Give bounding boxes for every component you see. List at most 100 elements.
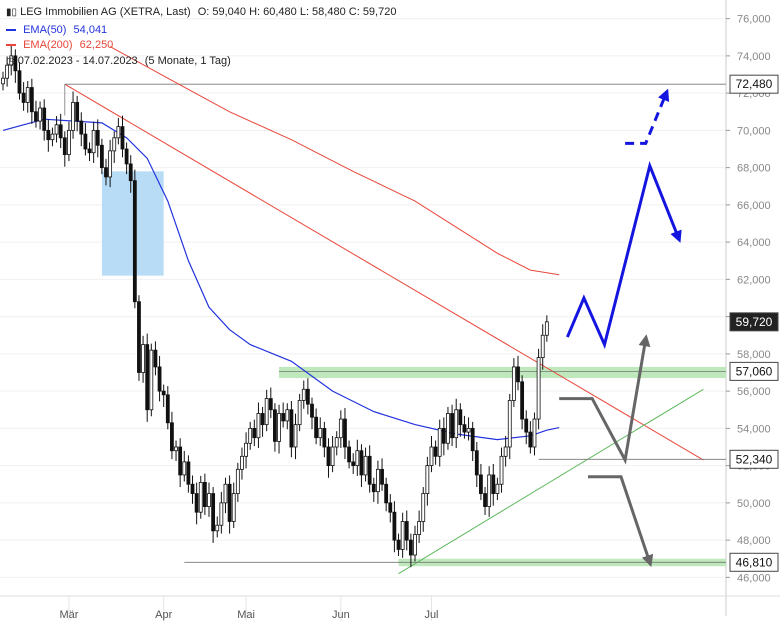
candle-body [293,424,298,448]
candle-body [1,77,5,85]
candle-body [244,442,248,457]
candle-body [211,493,216,532]
candle-body [380,468,384,485]
gap-box-rect [101,171,164,276]
candle-body [367,455,372,485]
candle-body [99,144,104,169]
candle-body [231,493,236,522]
support-zone [279,366,726,379]
period-info: ◷ 07.02.2023 - 14.07.2023 (5 Monate, 1 T… [6,55,231,67]
candle-body [178,446,183,476]
candle-body [13,55,18,72]
candles [1,44,549,568]
price-tag-box [729,552,779,572]
candle-body [396,539,401,550]
candle-body [21,92,26,103]
ema50-swatch [6,29,16,32]
y-tick-label: 46,000 [737,572,771,584]
candle-body [42,107,47,131]
candle-body [281,413,286,422]
candle-body [425,465,430,494]
candle-body [161,390,166,396]
candle-body [536,357,541,420]
candle-body [429,446,434,467]
candle-body [355,450,360,467]
candle-body [190,483,195,494]
candle-body [301,388,306,401]
ema200-line [109,46,560,276]
candle-body [264,398,269,426]
candle-body [462,424,467,433]
candle-body [454,409,459,439]
price-tag-label: 59,720 [736,315,773,329]
candle-body [202,481,207,508]
candle-body [388,502,393,513]
candle-body [50,133,55,141]
candle-body [376,468,380,493]
candle-body [437,427,442,457]
period-range: 07.02.2023 - 14.07.2023 [17,55,138,67]
candle-body [351,461,356,467]
candle-body [95,129,100,146]
candle-body [363,455,368,476]
candle-body [71,102,75,131]
y-tick-label: 66,000 [737,200,771,212]
instrument-title: LEG Immobilien AG (XETRA, Last) [20,6,191,18]
candle-body [404,521,409,541]
x-tick-label: Apr [155,609,172,621]
candle-body [54,124,59,135]
candle-body [145,344,150,411]
candle-body [392,511,397,541]
candle-body [235,468,240,494]
candle-body [544,321,549,336]
candle-body [421,493,426,522]
candle-body [528,431,533,448]
price-tag-box [729,312,779,332]
candle-body [433,446,438,457]
candle-body [268,398,273,411]
candle-body [252,427,257,439]
candle-body [417,521,422,535]
candle-body [34,111,38,122]
candle-body [248,427,253,444]
candle-body [260,413,265,426]
candle-body [207,493,211,508]
candle-body [359,450,364,476]
candle-body [29,87,34,113]
candle-body [182,461,187,476]
candle-body [62,137,67,155]
candle-body [446,413,450,444]
legend-ema50[interactable]: EMA(50) 54,041 [6,24,107,36]
candle-body [141,344,145,373]
y-tick-label: 76,000 [737,14,771,26]
candle-body [540,334,545,359]
candle-body [371,483,376,493]
candle-body [532,418,537,448]
candle-body [499,455,504,485]
candle-body [25,87,30,103]
candle-body [215,524,220,532]
candle-body [326,446,331,467]
gray-projection-arrow-2 [588,475,654,568]
candle-body [157,366,162,392]
candle-body [174,446,178,452]
candle-body [343,418,347,448]
y-tick-label: 54,000 [737,423,771,435]
candle-body [227,483,232,522]
clock-icon: ◷ [6,56,15,67]
price-tag-box [729,449,779,469]
candle-body [194,493,199,513]
candle-body [137,301,141,373]
ohlc-values: O: 59,040 H: 60,480 L: 58,480 C: 59,720 [197,6,397,18]
ema200-swatch [6,44,16,47]
legend-ema200[interactable]: EMA(200) 62,250 [6,39,113,51]
x-axis: Mär Apr Mai Jun Jul [59,596,439,621]
candle-body [240,455,244,470]
candle-body [516,366,520,383]
candle-body [58,124,63,139]
candle-body [46,129,51,141]
candle-body [450,413,454,439]
candle-body [441,427,446,444]
